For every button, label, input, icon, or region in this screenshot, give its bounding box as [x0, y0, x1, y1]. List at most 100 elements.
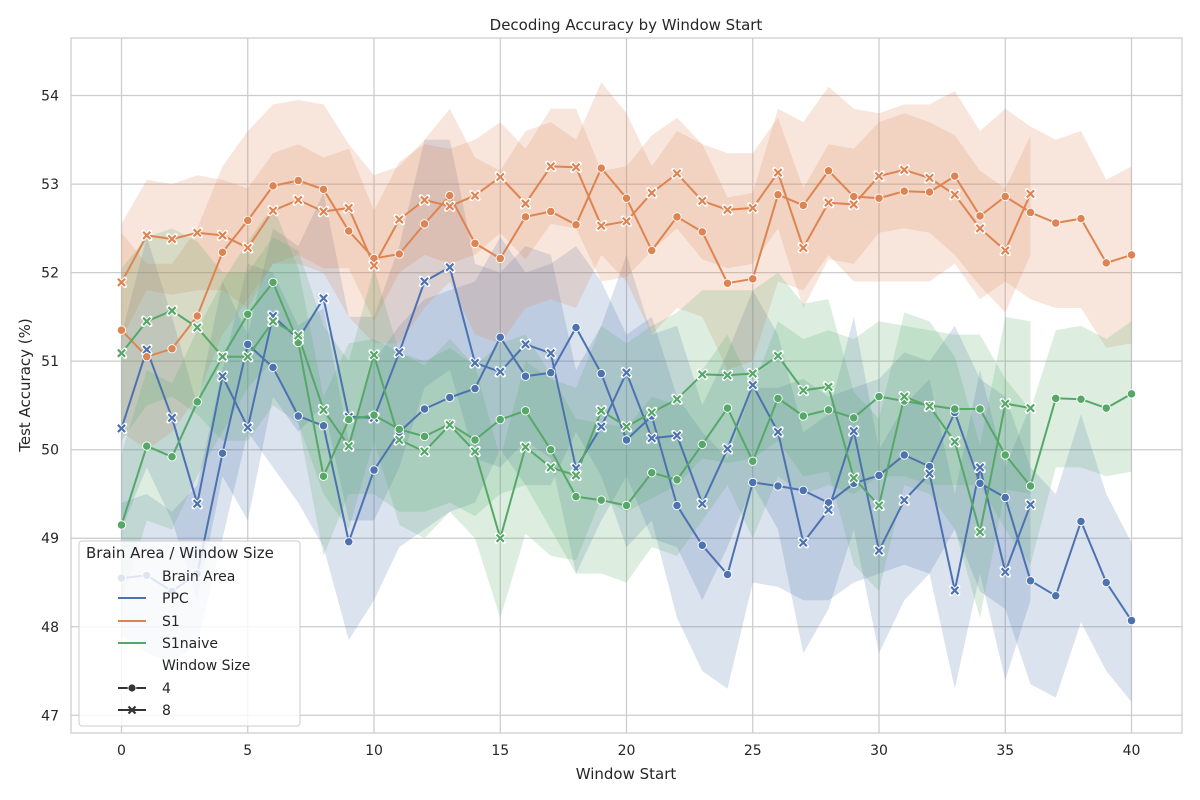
data-point-s1-w4: [950, 171, 960, 181]
data-point-ppc-w4: [596, 368, 606, 379]
data-point-s1-w4: [1025, 207, 1036, 218]
data-point-s1naive-w8: [368, 349, 380, 361]
data-point-s1-w4: [520, 212, 531, 222]
data-point-s1-w4: [849, 191, 859, 202]
data-point-s1naive-w8: [393, 434, 405, 446]
data-point-s1-w8: [923, 172, 936, 184]
ci-band-ppc-w4: [121, 237, 1132, 702]
x-axis-label: Window Start: [576, 765, 677, 783]
data-point-s1-w4: [571, 220, 581, 230]
data-point-ppc-w4: [773, 481, 783, 491]
y-tick-label: 53: [41, 177, 59, 193]
data-point-s1-w8: [469, 189, 481, 202]
data-point-s1naive-w8: [216, 351, 229, 363]
data-point-ppc-w8: [822, 504, 835, 516]
data-point-ppc-w4: [445, 392, 455, 403]
data-point-s1naive-w4: [748, 456, 758, 466]
data-point-s1-w8: [898, 164, 910, 176]
data-point-s1naive-w8: [545, 461, 557, 474]
data-point-s1naive-w4: [318, 471, 329, 481]
data-point-s1-w8: [671, 167, 683, 180]
data-point-s1naive-w4: [950, 404, 960, 414]
x-axis-ticks: 0 5 10 15 20 25 30 35 40: [117, 743, 1140, 759]
plot-area: [70, 37, 1183, 734]
data-point-s1naive-w8: [923, 400, 936, 413]
data-point-s1-w4: [470, 238, 480, 249]
data-point-s1naive-w4: [1000, 450, 1010, 460]
y-tick-label: 47: [41, 708, 59, 724]
data-point-s1naive-w4: [823, 405, 834, 415]
data-point-s1-w4: [217, 247, 228, 257]
data-point-s1naive-w8: [469, 445, 481, 458]
data-point-s1naive-w8: [822, 381, 835, 393]
data-point-ppc-w8: [696, 497, 708, 510]
data-point-s1-w4: [1051, 218, 1061, 228]
x-tick-label: 35: [996, 743, 1014, 759]
data-point-s1-w8: [393, 213, 405, 226]
data-point-s1-w8: [595, 219, 607, 232]
series-markers: [115, 160, 1137, 626]
data-point-s1-w8: [115, 276, 128, 289]
data-point-s1naive-w8: [898, 390, 910, 403]
legend-marker-x: [127, 705, 137, 715]
data-point-s1-w4: [293, 175, 303, 186]
data-point-s1naive-w8: [418, 445, 431, 458]
data-point-s1-w4: [823, 166, 834, 176]
data-point-s1naive-w4: [142, 441, 152, 451]
data-point-s1naive-w4: [596, 495, 606, 505]
x-tick-label: 10: [365, 743, 383, 759]
data-point-s1naive-w4: [470, 435, 480, 445]
data-point-ppc-w8: [974, 461, 986, 474]
data-point-s1-w8: [873, 170, 885, 182]
data-point-s1-w4: [344, 226, 354, 236]
data-point-s1naive-w4: [1025, 481, 1036, 491]
data-point-s1-w4: [1000, 191, 1010, 202]
data-point-s1naive-w8: [115, 347, 128, 359]
data-point-s1naive-w8: [519, 441, 532, 453]
data-point-ppc-w4: [344, 537, 354, 547]
data-point-ppc-w4: [318, 421, 329, 431]
data-point-ppc-w8: [545, 347, 557, 359]
data-point-s1-w4: [924, 187, 935, 197]
data-point-ppc-w4: [470, 383, 480, 394]
data-point-ppc-w8: [494, 366, 506, 378]
data-point-s1naive-w4: [975, 404, 985, 414]
data-point-ppc-w8: [444, 261, 456, 274]
y-tick-label: 48: [41, 620, 59, 636]
data-point-s1naive-w8: [1024, 402, 1037, 414]
data-point-s1naive-w8: [242, 351, 254, 363]
data-point-ppc-w8: [519, 338, 532, 351]
data-point-s1naive-w4: [1076, 394, 1086, 404]
data-point-s1naive-w8: [166, 304, 178, 317]
data-point-s1-w8: [444, 200, 456, 212]
data-point-s1-w4: [697, 227, 707, 237]
data-point-s1naive-w8: [696, 368, 708, 381]
y-axis-ticks: 47 48 49 50 51 52 53 54: [41, 89, 59, 725]
data-point-ppc-w8: [469, 357, 481, 369]
data-point-s1naive-w8: [949, 436, 961, 448]
data-point-s1-w8: [519, 197, 532, 210]
data-point-s1-w8: [317, 205, 330, 218]
data-point-s1naive-w8: [999, 397, 1011, 410]
data-point-s1-w4: [621, 193, 632, 203]
data-point-s1-w4: [874, 193, 884, 203]
data-point-ppc-w8: [949, 584, 961, 597]
data-point-s1-w4: [192, 311, 202, 321]
x-tick-label: 0: [117, 743, 126, 759]
data-point-ppc-w4: [1000, 492, 1010, 503]
data-point-s1-w8: [721, 204, 734, 216]
data-point-s1naive-w4: [344, 414, 354, 425]
data-point-ppc-w8: [646, 432, 658, 444]
data-point-ppc-w4: [899, 450, 909, 460]
data-point-s1naive-w4: [672, 475, 682, 485]
data-point-ppc-w8: [721, 443, 734, 455]
data-point-s1naive-w8: [570, 469, 582, 482]
x-tick-label: 30: [870, 743, 888, 759]
legend: Brain Area / Window Size Brain Area PPC …: [78, 540, 301, 727]
data-point-s1-w4: [116, 325, 127, 335]
data-point-s1-w4: [142, 352, 152, 362]
data-point-ppc-w4: [621, 435, 632, 445]
data-point-s1naive-w8: [873, 499, 885, 512]
data-point-s1-w4: [647, 245, 657, 256]
data-point-s1-w4: [546, 206, 556, 217]
